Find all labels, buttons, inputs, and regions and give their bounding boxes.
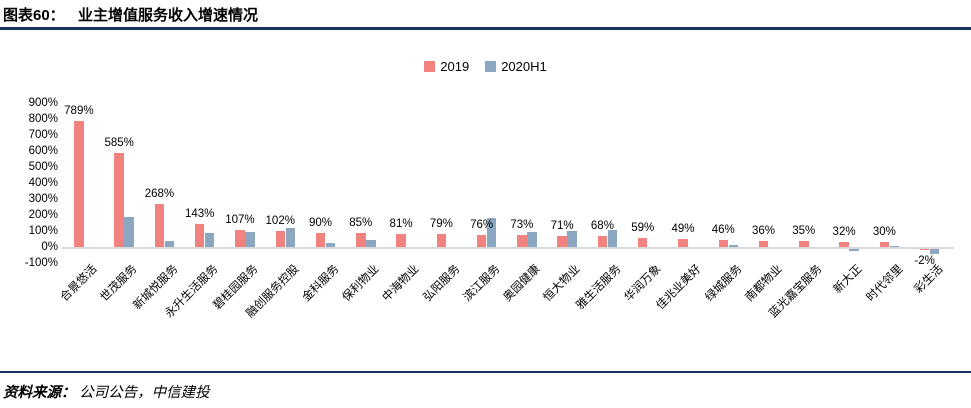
bar-2019 [678, 239, 688, 247]
legend-item-2020h1: 2020H1 [485, 59, 547, 74]
bar-value-label: 32% [832, 225, 856, 238]
y-axis-tick-label: 200% [28, 209, 58, 221]
bar-2020h1 [728, 245, 738, 247]
y-axis-tick-label: 0% [41, 241, 58, 253]
bar-value-label: 35% [792, 225, 816, 238]
bar-value-label: 68% [590, 220, 614, 233]
bar-value-label: 59% [631, 221, 655, 234]
bar-2019 [637, 237, 648, 247]
y-axis-tick-label: 300% [28, 193, 58, 205]
bar-2020h1 [486, 218, 497, 247]
bar-value-label: 49% [671, 223, 695, 236]
bar-value-label: 107% [225, 213, 255, 226]
footer-divider [0, 371, 971, 373]
bar-2020h1 [164, 240, 175, 247]
bar-2020h1 [204, 233, 215, 247]
legend-swatch-icon [424, 61, 436, 72]
bar-2019 [839, 241, 849, 247]
source-text: 公司公告，中信建投 [79, 385, 210, 401]
bar-value-label: -2% [914, 255, 935, 267]
bar-2020h1 [124, 216, 134, 247]
y-axis-tick-label: 900% [28, 97, 58, 109]
bar-2020h1 [285, 227, 295, 247]
chart-legend: 2019 2020H1 [0, 59, 971, 74]
y-axis-tick-label: 100% [28, 225, 58, 237]
bar-2020h1 [527, 231, 537, 247]
bar-2019 [315, 232, 326, 247]
bar-2019 [718, 239, 728, 247]
bar-value-label: 585% [104, 137, 134, 150]
y-axis-tick-label: 500% [28, 161, 58, 173]
page-title: 业主增值服务收入增速情况 [78, 7, 259, 24]
y-axis-tick-label: 400% [28, 177, 58, 189]
bar-2019 [154, 204, 165, 247]
bar-2020h1 [849, 249, 859, 252]
bar-2019 [114, 153, 124, 247]
bar-2019 [557, 235, 567, 247]
bar-2019 [879, 242, 890, 247]
y-axis-tick-label: 800% [28, 113, 58, 125]
bar-2019 [758, 241, 769, 247]
bar-2020h1 [607, 230, 618, 247]
bar-value-label: 102% [265, 214, 295, 227]
bar-2020h1 [366, 239, 376, 247]
legend-label: 2019 [440, 59, 470, 74]
bar-2019 [476, 234, 487, 247]
bar-value-label: 90% [309, 216, 333, 229]
bar-2019 [235, 229, 245, 247]
bar-2019 [194, 224, 205, 247]
bar-2019 [436, 234, 447, 247]
legend-label: 2020H1 [501, 59, 547, 74]
bar-chart: 900% 800% 700% 600% 500% 400% 300% 200% 100% 0% -1… [24, 97, 954, 320]
source-line: 资料来源： 公司公告，中信建投 [3, 381, 210, 402]
bar-2019 [799, 241, 809, 247]
bar-value-label: 36% [752, 225, 776, 238]
legend-swatch-icon [485, 61, 497, 72]
y-axis-tick-label: 700% [28, 129, 58, 141]
bar-value-label: 789% [64, 104, 94, 117]
header-divider [0, 27, 971, 30]
bar-value-label: 71% [550, 219, 574, 232]
bar-value-label: 85% [349, 217, 373, 230]
bar-2019 [597, 236, 608, 247]
bar-value-label: 79% [429, 218, 453, 231]
bar-2020h1 [567, 231, 577, 247]
bar-2019 [396, 234, 406, 247]
bar-value-label: 30% [872, 226, 896, 239]
bar-value-label: 143% [184, 208, 215, 221]
bar-2020h1 [929, 249, 940, 254]
y-axis-tick-label: -100% [24, 257, 58, 269]
bar-value-label: 76% [470, 218, 494, 231]
bar-2019 [356, 233, 366, 247]
bar-value-label: 268% [144, 188, 175, 201]
bar-2019 [74, 120, 84, 247]
bar-2020h1 [325, 242, 336, 247]
y-axis-tick-label: 600% [28, 145, 58, 157]
bar-value-label: 46% [711, 223, 735, 236]
bar-value-label: 81% [389, 218, 413, 231]
bar-value-label: 73% [510, 219, 534, 232]
x-axis-line [62, 247, 954, 249]
bar-2020h1 [889, 246, 900, 247]
bar-2019 [919, 249, 930, 250]
source-prefix: 资料来源： [3, 385, 76, 401]
bar-2019 [517, 235, 527, 247]
legend-item-2019: 2019 [424, 59, 469, 74]
figure-number-label: 图表60： [3, 7, 65, 24]
bar-2019 [275, 230, 285, 247]
bar-2020h1 [245, 231, 255, 247]
